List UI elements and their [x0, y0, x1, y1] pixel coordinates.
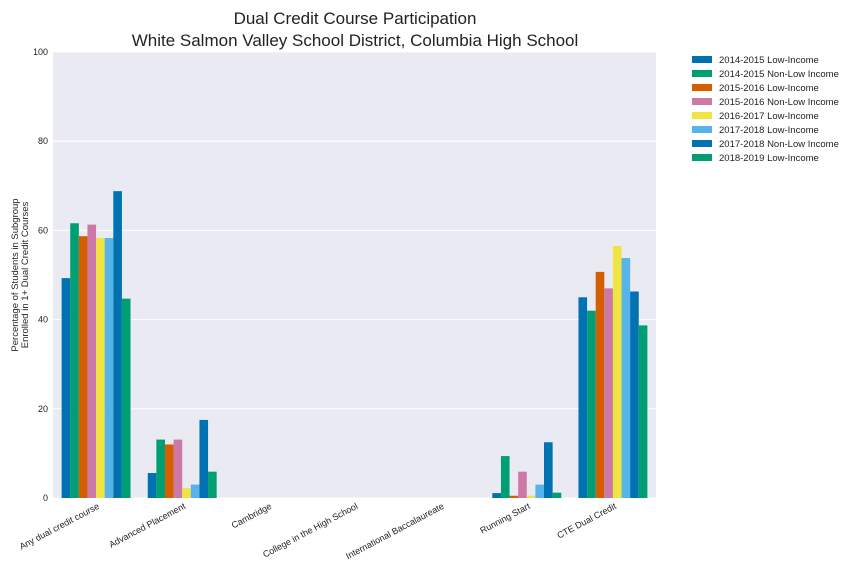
bar-5-3 [518, 471, 527, 498]
plot-area [53, 52, 656, 498]
bar-0-3 [87, 224, 97, 499]
bar-6-2 [595, 271, 605, 498]
bar-5-0 [492, 493, 501, 498]
x-tick-labels: Any dual credit course Advanced Placement… [18, 501, 619, 562]
x-tick-label: Any dual credit course [18, 501, 101, 552]
bar-0-5 [104, 237, 114, 498]
legend-label: 2014-2015 Low-Income [719, 55, 819, 66]
bar-1-0 [147, 473, 157, 498]
legend-label: 2014-2015 Non-Low Income [719, 69, 839, 80]
x-tick-label: International Baccalaureate [344, 501, 445, 561]
bar-6-3 [604, 288, 613, 498]
bar-1-3 [173, 439, 183, 498]
bar-0-2 [78, 236, 88, 498]
y-axis-label-line-1: Percentage of Students in Subgroup [10, 198, 21, 351]
bar-5-1 [500, 456, 510, 498]
bar-5-4 [526, 495, 536, 498]
y-axis-label-line-2: Enrolled in 1+ Dual Credit Courses [20, 201, 31, 348]
bar-1-2 [164, 444, 174, 498]
bar-6-7 [638, 325, 648, 498]
bar-0-7 [121, 298, 131, 498]
legend-swatch [692, 70, 712, 77]
y-tick-label: 100 [33, 47, 48, 57]
bar-6-1 [587, 310, 596, 498]
bar-0-6 [113, 191, 122, 499]
bar-1-1 [156, 439, 165, 498]
bar-0-0 [61, 278, 71, 498]
bar-6-5 [621, 258, 631, 498]
y-tick-label: 80 [38, 136, 48, 146]
x-tick-label: Running Start [478, 501, 532, 536]
bar-1-6 [199, 419, 209, 498]
legend-label: 2017-2018 Low-Income [719, 125, 819, 136]
chart-title-line-2: White Salmon Valley School District, Col… [132, 31, 579, 50]
chart-title-line-1: Dual Credit Course Participation [234, 9, 477, 28]
bar-1-7 [208, 471, 217, 498]
y-tick-label: 0 [43, 493, 48, 503]
bar-1-5 [190, 484, 200, 498]
legend-label: 2017-2018 Non-Low Income [719, 139, 839, 150]
bar-0-1 [70, 223, 79, 498]
legend: 2014-2015 Low-Income 2014-2015 Non-Low In… [692, 55, 839, 164]
bar-6-6 [630, 291, 639, 498]
x-tick-label: CTE Dual Credit [555, 501, 618, 541]
bar-1-4 [182, 488, 191, 498]
bar-5-2 [509, 495, 519, 498]
y-tick-label: 60 [38, 225, 48, 235]
legend-swatch [692, 56, 712, 63]
bar-0-4 [96, 237, 105, 498]
legend-swatch [692, 140, 712, 147]
bar-5-6 [544, 442, 553, 498]
y-tick-label: 20 [38, 404, 48, 414]
legend-swatch [692, 126, 712, 133]
bar-5-7 [552, 492, 562, 498]
legend-label: 2016-2017 Low-Income [719, 111, 819, 122]
legend-swatch [692, 84, 712, 91]
bar-6-0 [578, 297, 588, 498]
bars [61, 191, 648, 499]
x-tick-label: Cambridge [230, 501, 274, 531]
y-tick-label: 40 [38, 315, 48, 325]
bar-6-4 [612, 246, 622, 498]
legend-swatch [692, 154, 712, 161]
legend-swatch [692, 98, 712, 105]
legend-label: 2015-2016 Non-Low Income [719, 97, 839, 108]
legend-swatch [692, 112, 712, 119]
x-tick-label: Advanced Placement [107, 501, 187, 550]
legend-label: 2018-2019 Low-Income [719, 153, 819, 164]
legend-label: 2015-2016 Low-Income [719, 83, 819, 94]
bar-5-5 [535, 484, 545, 498]
x-tick-label: College in the High School [261, 501, 359, 560]
y-tick-labels: 0 20 40 60 80 100 [33, 47, 48, 503]
